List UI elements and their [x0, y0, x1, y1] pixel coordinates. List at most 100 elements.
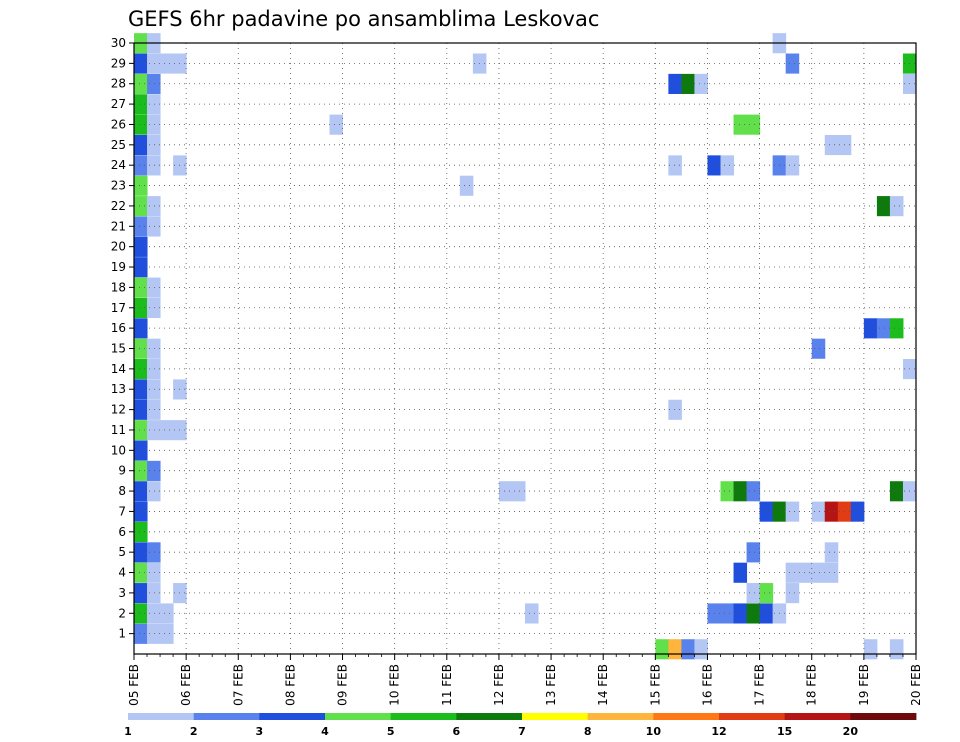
heatmap-cell [720, 603, 735, 624]
heatmap-cell [134, 399, 148, 420]
heatmap-cell [134, 257, 148, 278]
x-tick-label: 18 FEB [805, 664, 819, 706]
heatmap-cell [889, 481, 904, 502]
heatmap-cell [511, 481, 526, 502]
heatmap-cell [876, 318, 891, 339]
heatmap-cell [134, 94, 148, 115]
y-axis: 1234567891011121314151617181920212223242… [111, 36, 134, 641]
heatmap-cell [798, 562, 813, 583]
heatmap-cell [147, 297, 161, 319]
heatmap-cell [147, 155, 161, 176]
heatmap-cell [160, 420, 174, 441]
heatmap-cell [785, 155, 800, 176]
heatmap-cell [746, 481, 761, 502]
heatmap-cell [785, 562, 800, 583]
y-tick-label: 18 [111, 280, 126, 294]
heatmap-cell [134, 562, 148, 583]
legend-label: 4 [321, 725, 329, 738]
heatmap-cell [889, 318, 904, 339]
heatmap-cell [720, 481, 735, 502]
heatmap-cell [147, 562, 161, 583]
heatmap-cell [746, 114, 761, 135]
legend-swatch [456, 713, 523, 720]
heatmap-cell [134, 134, 148, 156]
heatmap-cell [681, 639, 695, 660]
x-tick-label: 11 FEB [440, 664, 454, 706]
y-tick-label: 16 [111, 321, 126, 335]
y-tick-label: 15 [111, 342, 126, 356]
legend-label: 6 [453, 725, 461, 738]
y-tick-label: 8 [118, 484, 126, 498]
legend-label: 5 [387, 725, 395, 738]
y-tick-label: 14 [111, 362, 126, 376]
heatmap-cell [746, 542, 761, 563]
x-tick-label: 19 FEB [857, 664, 871, 706]
heatmap-cell [134, 420, 148, 441]
legend-swatch [719, 713, 786, 720]
heatmap-cell [134, 501, 148, 522]
legend-label: 8 [584, 725, 592, 738]
legend-label: 20 [843, 725, 859, 738]
heatmap-cell [759, 583, 774, 604]
heatmap-cell [811, 501, 826, 522]
gridlines [134, 43, 916, 654]
heatmap-cell [147, 216, 161, 237]
heatmap-cell [733, 114, 748, 135]
y-tick-label: 1 [118, 627, 126, 641]
heatmap-cell [147, 359, 161, 380]
y-tick-label: 3 [118, 586, 126, 600]
heatmap-cell [824, 562, 839, 583]
heatmap-cell [160, 603, 174, 624]
y-tick-label: 12 [111, 403, 126, 417]
heatmap-cell [785, 583, 800, 604]
heatmap-cell [459, 175, 474, 196]
x-tick-label: 17 FEB [753, 664, 767, 706]
heatmap-cell [147, 481, 161, 502]
heatmap-cell [824, 134, 839, 156]
heatmap-cell [134, 583, 148, 604]
heatmap-cell [134, 155, 148, 176]
heatmap-cell [147, 583, 161, 604]
heatmap-cell [134, 521, 148, 543]
heatmap-cell [746, 603, 761, 624]
y-tick-label: 13 [111, 382, 126, 396]
heatmap-cell [668, 155, 682, 176]
x-tick-label: 15 FEB [648, 664, 662, 706]
legend-swatch [850, 713, 917, 720]
color-legend: 1 2 3 4 5 6 7 8 10 12 15 20 [124, 713, 917, 738]
heatmap-cell [785, 501, 800, 522]
heatmap-cell [134, 338, 148, 359]
y-tick-label: 19 [111, 260, 126, 274]
heatmap-cell [147, 460, 161, 481]
heatmap-cell [694, 73, 708, 94]
heatmap-cell [759, 603, 774, 624]
heatmap-cell [759, 501, 774, 522]
legend-swatch [653, 713, 720, 720]
heatmap-cell [824, 542, 839, 563]
y-tick-label: 11 [111, 423, 126, 437]
heatmap-cell [134, 53, 148, 74]
y-tick-label: 30 [111, 36, 126, 50]
heatmap-cell [134, 481, 148, 502]
heatmap-cell [160, 53, 174, 74]
heatmap-cell [147, 114, 161, 135]
heatmap-cell [147, 73, 161, 94]
legend-label: 1 [124, 725, 132, 738]
y-tick-label: 4 [118, 566, 126, 580]
legend-swatch [522, 713, 589, 720]
heatmap-cell [681, 73, 695, 94]
heatmap-cell [863, 318, 878, 339]
heatmap-cell [134, 623, 148, 644]
heatmap-cell [147, 603, 161, 624]
heatmap-cell [889, 196, 904, 217]
heatmap-cell [134, 359, 148, 380]
y-tick-label: 25 [111, 138, 126, 152]
heatmap-cell [733, 481, 748, 502]
heatmap-cell [147, 53, 161, 74]
y-tick-label: 20 [111, 240, 126, 254]
heatmap-cell [147, 399, 161, 420]
heatmap-cell [134, 196, 148, 217]
y-tick-label: 21 [111, 219, 126, 233]
legend-swatch [587, 713, 654, 720]
